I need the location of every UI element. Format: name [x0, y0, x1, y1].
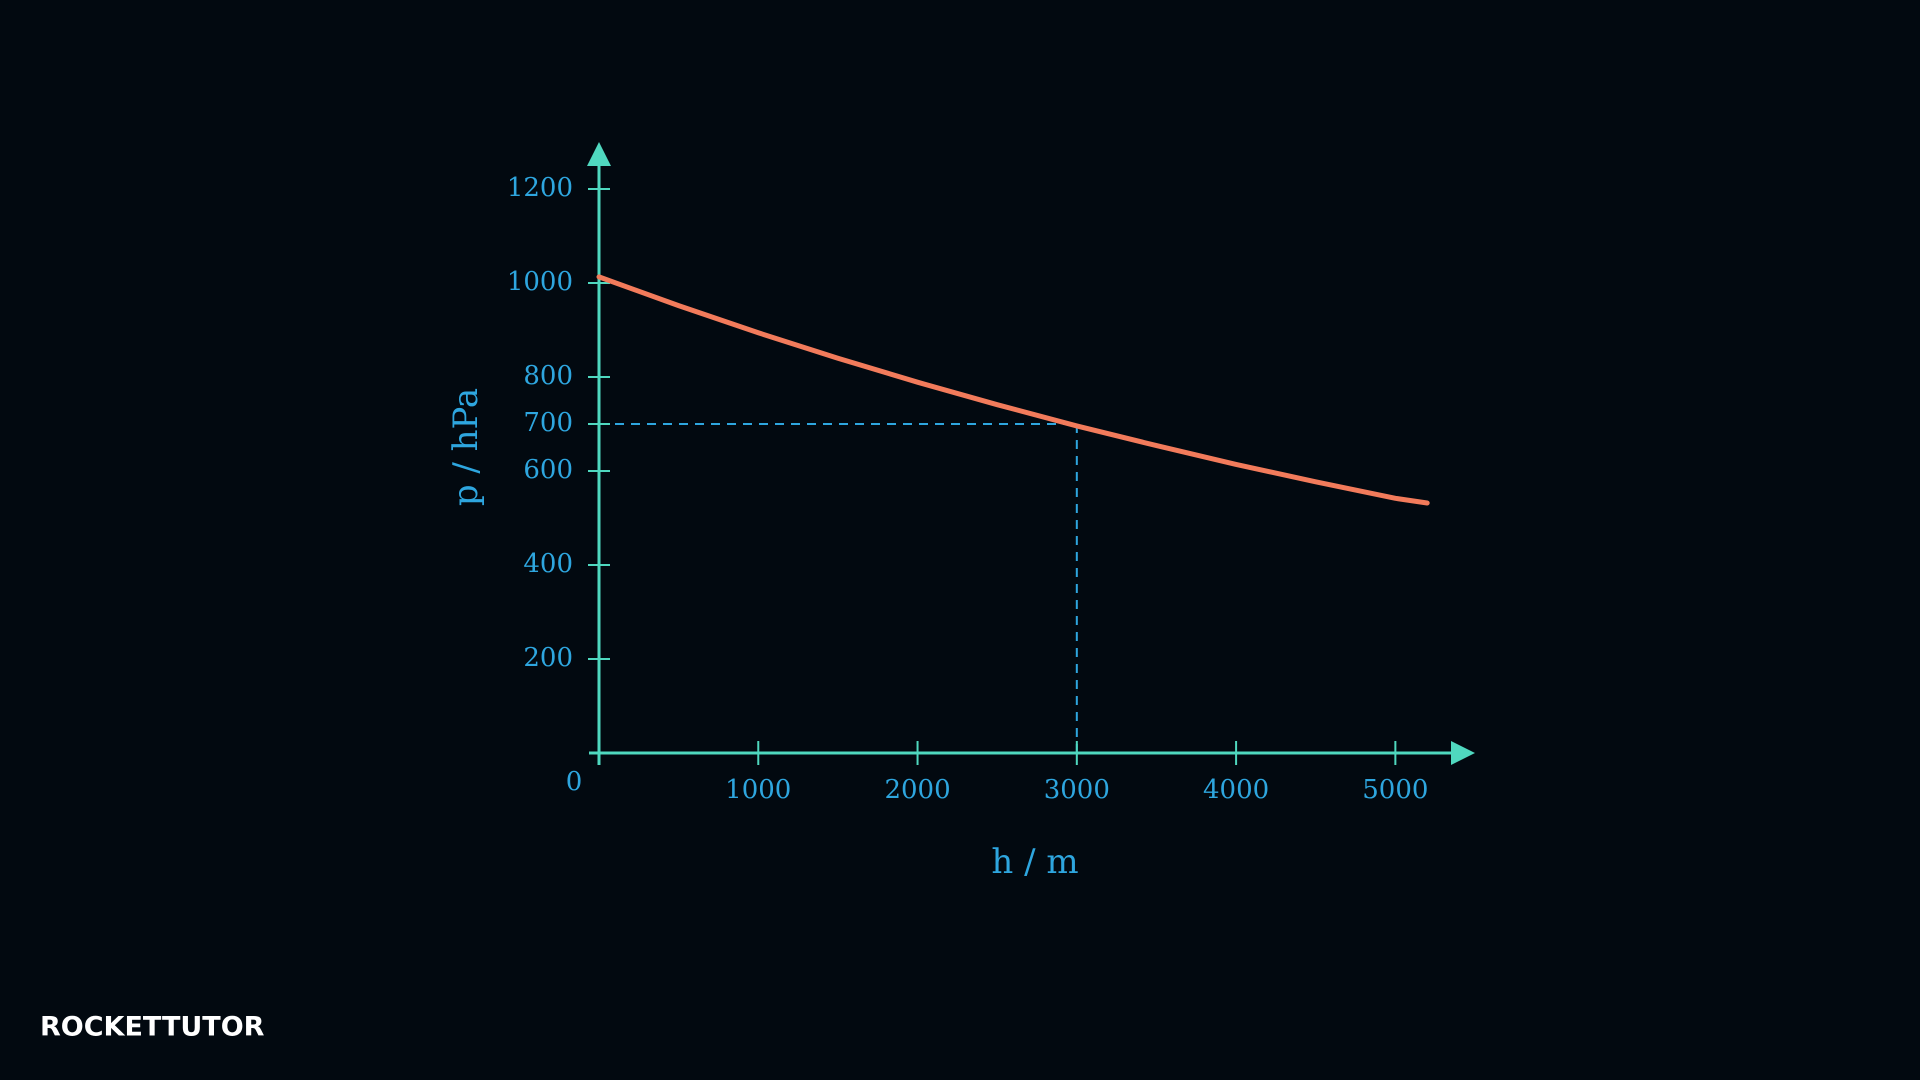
x-tick-label: 2000	[884, 775, 950, 805]
y-axis-arrow	[587, 142, 611, 166]
data-line	[596, 274, 1430, 506]
y-tick-label: 700	[523, 408, 573, 438]
logo: ROCKETTUTOR	[40, 1012, 265, 1043]
y-tick-label: 800	[523, 361, 573, 391]
x-tick-label: 0	[566, 767, 583, 797]
y-tick-label: 1000	[507, 267, 573, 297]
x-tick-label: 1000	[725, 775, 791, 805]
y-tick-label: 1200	[507, 173, 573, 203]
x-tick-label: 3000	[1044, 775, 1110, 805]
y-tick-label: 400	[523, 549, 573, 579]
y-tick-label: 200	[523, 643, 573, 673]
x-axis-title: h / m	[991, 842, 1078, 882]
y-tick-label: 600	[523, 455, 573, 485]
x-tick-label: 4000	[1203, 775, 1269, 805]
y-axis-title: p / hPa	[446, 388, 486, 506]
x-axis-arrow	[1451, 741, 1475, 765]
x-tick-label: 5000	[1362, 775, 1428, 805]
